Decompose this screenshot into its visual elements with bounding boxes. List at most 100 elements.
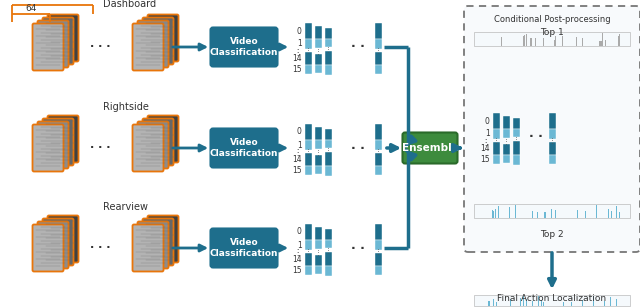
- Bar: [314, 240, 321, 249]
- Bar: [374, 23, 381, 39]
- FancyBboxPatch shape: [132, 124, 163, 172]
- Text: ⋮: ⋮: [502, 138, 509, 144]
- Text: ⋮: ⋮: [305, 47, 312, 54]
- Bar: [374, 153, 381, 166]
- Text: ⋮: ⋮: [314, 48, 321, 54]
- Text: ⋮: ⋮: [374, 249, 381, 254]
- Bar: [314, 227, 321, 240]
- Bar: [493, 211, 494, 217]
- Text: 64: 64: [47, 0, 58, 2]
- Text: ⋮: ⋮: [481, 137, 490, 147]
- Bar: [493, 155, 499, 164]
- Bar: [605, 40, 606, 46]
- Bar: [305, 124, 312, 140]
- Text: ⋮: ⋮: [293, 47, 301, 56]
- Bar: [618, 36, 619, 46]
- Bar: [575, 37, 577, 46]
- Bar: [561, 36, 563, 46]
- Text: Rightside: Rightside: [103, 102, 149, 112]
- Bar: [577, 209, 578, 217]
- Bar: [374, 166, 381, 175]
- Bar: [374, 253, 381, 266]
- Bar: [374, 52, 381, 65]
- Bar: [305, 266, 312, 275]
- Bar: [616, 206, 617, 217]
- Bar: [488, 301, 490, 306]
- Bar: [523, 296, 524, 306]
- Bar: [324, 65, 332, 75]
- Bar: [496, 302, 497, 306]
- Bar: [374, 124, 381, 140]
- Text: 1: 1: [297, 140, 301, 149]
- Bar: [305, 39, 312, 49]
- Text: Video
Classification: Video Classification: [210, 238, 278, 258]
- Bar: [314, 65, 321, 73]
- Text: ⋮: ⋮: [493, 137, 499, 144]
- Bar: [619, 34, 620, 46]
- Bar: [305, 153, 312, 166]
- Bar: [501, 37, 502, 46]
- Bar: [492, 210, 493, 217]
- FancyBboxPatch shape: [143, 119, 173, 165]
- Text: 1: 1: [297, 39, 301, 48]
- Text: 64: 64: [26, 4, 36, 13]
- Bar: [535, 38, 536, 46]
- Bar: [374, 140, 381, 150]
- Bar: [324, 166, 332, 176]
- Text: ⋮: ⋮: [513, 136, 520, 142]
- Bar: [531, 38, 532, 46]
- Bar: [593, 296, 594, 306]
- Text: 15: 15: [292, 65, 301, 74]
- Text: 1: 1: [484, 129, 490, 139]
- Text: · ·: · ·: [529, 131, 543, 144]
- Bar: [532, 301, 533, 306]
- Bar: [596, 205, 597, 217]
- Text: 15: 15: [480, 155, 490, 164]
- Bar: [515, 205, 516, 217]
- Bar: [314, 255, 321, 266]
- FancyBboxPatch shape: [33, 23, 63, 71]
- Bar: [474, 295, 630, 306]
- Bar: [616, 299, 617, 306]
- Bar: [602, 34, 603, 46]
- Text: ⋮: ⋮: [374, 47, 381, 54]
- Bar: [543, 38, 544, 46]
- Bar: [585, 211, 586, 217]
- FancyBboxPatch shape: [38, 21, 68, 67]
- FancyBboxPatch shape: [38, 121, 68, 168]
- FancyBboxPatch shape: [211, 27, 278, 67]
- Bar: [554, 40, 555, 46]
- Text: · · ·: · · ·: [90, 42, 110, 52]
- Bar: [474, 204, 630, 218]
- FancyBboxPatch shape: [211, 229, 278, 268]
- Text: ⋮: ⋮: [324, 247, 332, 253]
- Bar: [498, 206, 499, 217]
- Bar: [582, 300, 583, 306]
- Bar: [314, 39, 321, 48]
- FancyBboxPatch shape: [42, 18, 74, 64]
- Bar: [543, 302, 544, 306]
- FancyBboxPatch shape: [138, 121, 168, 168]
- Text: ⋮: ⋮: [305, 148, 312, 155]
- Bar: [513, 118, 520, 129]
- Bar: [324, 129, 332, 140]
- Bar: [604, 301, 605, 306]
- Bar: [324, 240, 332, 248]
- Bar: [520, 298, 521, 306]
- Bar: [305, 224, 312, 240]
- Text: ⋮: ⋮: [548, 137, 556, 144]
- Text: 0: 0: [484, 116, 490, 125]
- FancyBboxPatch shape: [33, 124, 63, 172]
- Bar: [526, 299, 527, 306]
- Bar: [513, 129, 520, 137]
- Bar: [324, 51, 332, 65]
- Bar: [493, 298, 494, 306]
- Bar: [324, 229, 332, 240]
- FancyBboxPatch shape: [211, 128, 278, 168]
- FancyBboxPatch shape: [464, 6, 640, 252]
- Bar: [305, 166, 312, 175]
- Text: 0: 0: [296, 26, 301, 35]
- Bar: [374, 240, 381, 250]
- Bar: [599, 41, 600, 46]
- Text: ⋮: ⋮: [314, 249, 321, 255]
